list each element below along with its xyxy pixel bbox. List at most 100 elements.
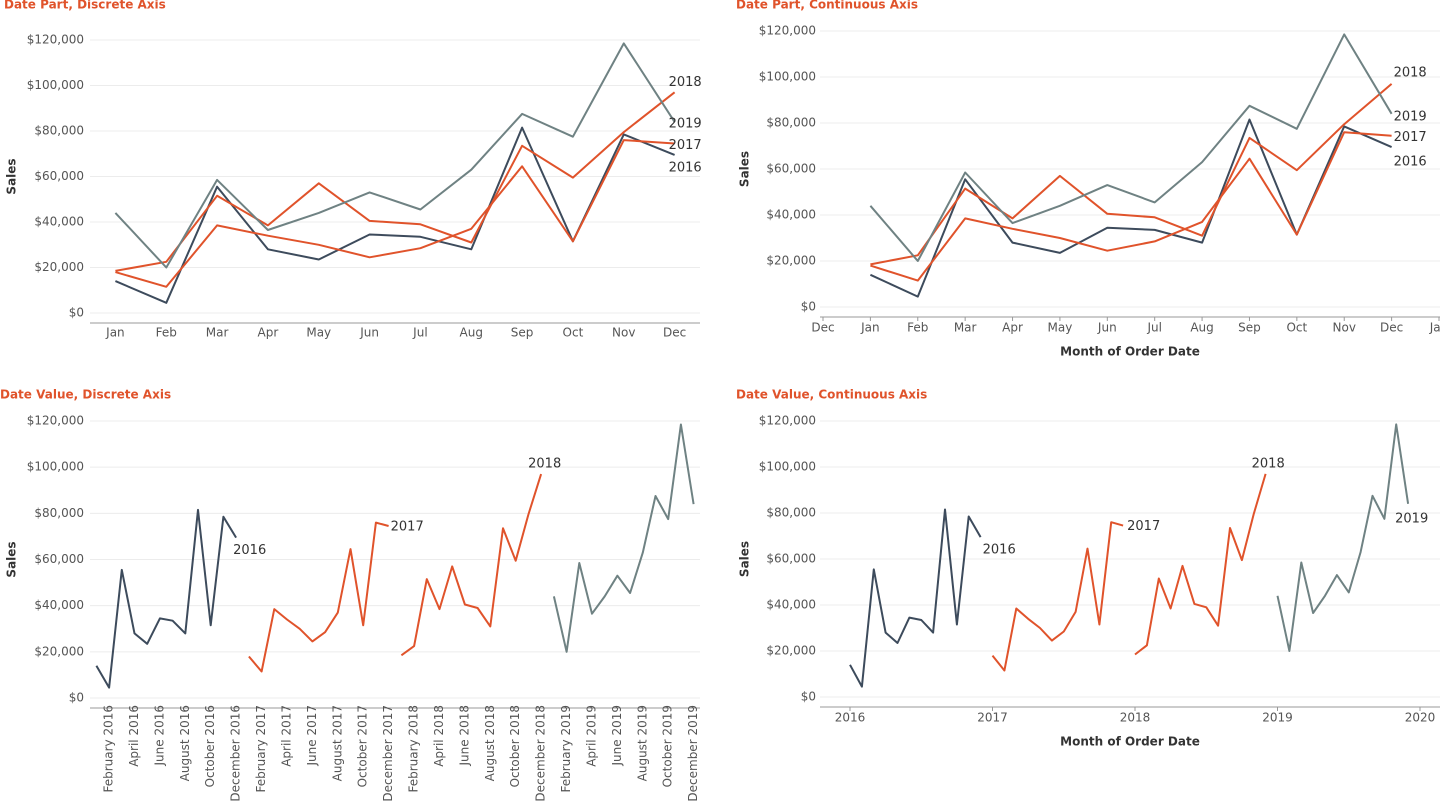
y-tick-label: $60,000 bbox=[766, 552, 816, 566]
series-end-label: 2019 bbox=[1395, 511, 1428, 526]
series-end-label: 2017 bbox=[1394, 130, 1427, 145]
x-tick-label: 2019 bbox=[1262, 711, 1293, 725]
y-axis-title: Sales bbox=[5, 158, 19, 194]
series-line bbox=[870, 131, 1392, 282]
x-tick-label: December 2018 bbox=[534, 705, 548, 802]
x-tick-label: 2020 bbox=[1405, 711, 1436, 725]
series-line bbox=[869, 118, 1393, 298]
y-tick-label: $20,000 bbox=[34, 260, 84, 274]
x-tick-label: June 2017 bbox=[305, 705, 319, 767]
x-tick-label: Nov bbox=[612, 326, 635, 340]
x-tick-label: May bbox=[306, 326, 331, 340]
series-end-label: 2016 bbox=[669, 160, 702, 175]
x-tick-label: December 2017 bbox=[381, 705, 395, 802]
series-line bbox=[869, 33, 1393, 262]
series-end-label: 2016 bbox=[1394, 155, 1427, 170]
x-tick-label: Sep bbox=[511, 326, 534, 340]
x-tick-label: Jul bbox=[412, 326, 427, 340]
x-tick-label: Oct bbox=[563, 326, 584, 340]
series-end-label: 2018 bbox=[528, 457, 561, 472]
series-end-label: 2019 bbox=[669, 116, 702, 131]
y-tick-label: $20,000 bbox=[34, 644, 84, 658]
y-tick-label: $60,000 bbox=[766, 162, 816, 176]
y-axis-title: Sales bbox=[5, 541, 19, 577]
x-tick-label: Jan bbox=[1429, 321, 1440, 335]
x-tick-label: Apr bbox=[1002, 321, 1023, 335]
x-tick-label: December 2019 bbox=[686, 705, 700, 802]
x-tick-label: Apr bbox=[258, 326, 279, 340]
series-end-label: 2019 bbox=[1394, 109, 1427, 124]
series-line bbox=[115, 126, 675, 304]
x-tick-label: 2018 bbox=[1120, 711, 1151, 725]
y-tick-label: $20,000 bbox=[766, 644, 816, 658]
series-line bbox=[95, 508, 237, 689]
y-tick-label: $60,000 bbox=[34, 552, 84, 566]
x-tick-label: Aug bbox=[1190, 321, 1213, 335]
y-tick-label: $0 bbox=[801, 690, 816, 704]
y-tick-label: $100,000 bbox=[27, 460, 84, 474]
x-tick-label: Jan bbox=[860, 321, 880, 335]
series-line bbox=[115, 91, 676, 272]
x-tick-label: April 2016 bbox=[127, 705, 141, 767]
x-tick-label: October 2016 bbox=[203, 705, 217, 787]
x-tick-label: Dec bbox=[663, 326, 686, 340]
x-tick-label: April 2019 bbox=[584, 705, 598, 767]
y-tick-label: $20,000 bbox=[766, 254, 816, 268]
x-tick-label: Mar bbox=[954, 321, 977, 335]
x-tick-label: May bbox=[1048, 321, 1073, 335]
y-tick-label: $80,000 bbox=[766, 506, 816, 520]
x-tick-label: June 2019 bbox=[610, 705, 624, 767]
series-line bbox=[991, 521, 1124, 672]
series-end-label: 2018 bbox=[1394, 65, 1427, 80]
x-tick-label: August 2017 bbox=[330, 705, 344, 781]
y-tick-label: $120,000 bbox=[27, 414, 84, 428]
x-tick-label: Dec bbox=[811, 321, 834, 335]
x-tick-label: August 2016 bbox=[178, 705, 192, 781]
y-tick-label: $40,000 bbox=[766, 598, 816, 612]
series-end-label: 2016 bbox=[983, 543, 1016, 558]
x-tick-label: April 2018 bbox=[432, 705, 446, 767]
series-end-label: 2016 bbox=[233, 543, 266, 558]
y-tick-label: $40,000 bbox=[34, 598, 84, 612]
series-line bbox=[1276, 423, 1410, 652]
x-tick-label: June 2016 bbox=[152, 705, 166, 767]
x-tick-label: April 2017 bbox=[279, 705, 293, 767]
x-tick-label: October 2017 bbox=[356, 705, 370, 787]
x-tick-label: Feb bbox=[156, 326, 177, 340]
x-tick-label: Jul bbox=[1146, 321, 1161, 335]
x-tick-label: Jun bbox=[1097, 321, 1117, 335]
x-tick-label: August 2018 bbox=[483, 705, 497, 781]
x-tick-label: August 2019 bbox=[635, 705, 649, 781]
y-tick-label: $120,000 bbox=[759, 24, 816, 38]
series-end-label: 2018 bbox=[669, 75, 702, 90]
series-line bbox=[849, 508, 982, 688]
series-line bbox=[552, 423, 695, 653]
x-axis-title: Month of Order Date bbox=[1060, 345, 1200, 359]
x-tick-label: Nov bbox=[1333, 321, 1356, 335]
series-line bbox=[870, 83, 1393, 266]
x-tick-label: February 2019 bbox=[559, 705, 573, 793]
y-tick-label: $40,000 bbox=[34, 215, 84, 229]
series-line bbox=[115, 139, 675, 288]
y-axis-title: Sales bbox=[738, 151, 752, 187]
series-end-label: 2017 bbox=[391, 520, 424, 535]
x-tick-label: Sep bbox=[1238, 321, 1261, 335]
x-tick-label: February 2018 bbox=[407, 705, 421, 793]
x-tick-label: Oct bbox=[1286, 321, 1307, 335]
y-tick-label: $60,000 bbox=[34, 169, 84, 183]
y-axis-title: Sales bbox=[738, 541, 752, 577]
x-tick-label: December 2016 bbox=[229, 705, 243, 802]
x-tick-label: Feb bbox=[907, 321, 928, 335]
y-tick-label: $0 bbox=[69, 306, 84, 320]
series-line bbox=[248, 521, 389, 673]
series-line bbox=[114, 42, 676, 269]
y-tick-label: $120,000 bbox=[759, 414, 816, 428]
x-tick-label: Jun bbox=[359, 326, 379, 340]
x-tick-label: Mar bbox=[206, 326, 229, 340]
chart-title: Date Part, Discrete Axis bbox=[4, 0, 166, 12]
x-tick-label: Aug bbox=[460, 326, 483, 340]
y-tick-label: $100,000 bbox=[759, 460, 816, 474]
series-end-label: 2017 bbox=[669, 138, 702, 153]
